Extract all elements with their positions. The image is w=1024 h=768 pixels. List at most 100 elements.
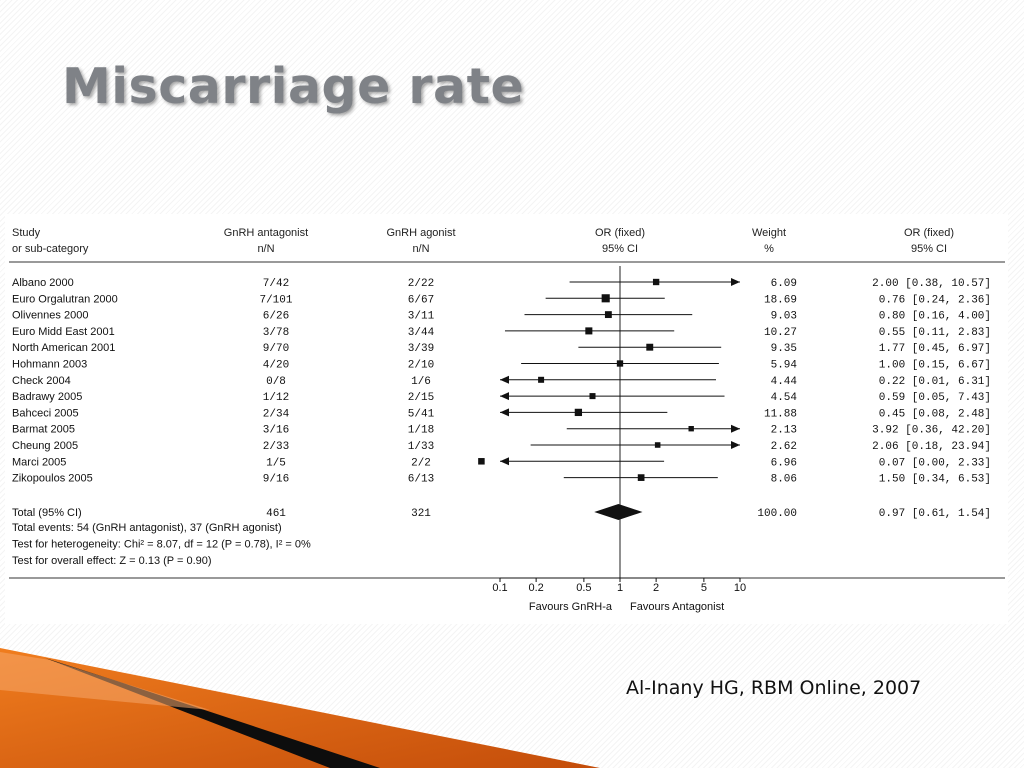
agonist-value: 2/22	[408, 278, 434, 290]
or-point	[538, 376, 545, 383]
header-or-plot: OR (fixed)	[595, 227, 645, 239]
header-ci-plot: 95% CI	[602, 243, 638, 255]
agonist-value: 6/13	[408, 474, 434, 486]
header-antagonist: GnRH antagonist	[224, 227, 308, 239]
or-ci-value: 0.80 [0.16, 4.00]	[879, 311, 991, 323]
agonist-value: 6/67	[408, 294, 434, 306]
study-name: Barmat 2005	[12, 424, 75, 436]
or-point	[585, 327, 593, 335]
study-name: Hohmann 2003	[12, 359, 87, 371]
study-name: Zikopoulos 2005	[12, 473, 93, 485]
or-point	[654, 442, 661, 448]
agonist-value: 2/15	[408, 392, 434, 404]
weight-value: 9.03	[771, 311, 797, 323]
ci-arrow-left	[500, 375, 509, 384]
total-agonist: 321	[411, 508, 431, 520]
antagonist-value: 3/78	[263, 327, 289, 339]
header-agonist: GnRH agonist	[386, 227, 455, 239]
antagonist-value: 1/5	[266, 457, 286, 469]
antagonist-value: 6/26	[263, 311, 289, 323]
header-or-text: OR (fixed)	[904, 227, 954, 239]
antagonist-value: 7/101	[259, 294, 292, 306]
slide-title: Miscarriage rate	[62, 58, 525, 115]
antagonist-value: 4/20	[263, 360, 289, 372]
or-ci-value: 0.76 [0.24, 2.36]	[879, 294, 991, 306]
agonist-value: 5/41	[408, 408, 435, 420]
weight-value: 5.94	[771, 360, 798, 372]
or-ci-value: 1.00 [0.15, 6.67]	[879, 360, 991, 372]
agonist-value: 3/44	[408, 327, 435, 339]
x-tick-label: 5	[701, 582, 707, 594]
weight-value: 18.69	[764, 294, 797, 306]
ci-arrow-left	[500, 392, 509, 401]
antagonist-value: 9/70	[263, 343, 289, 355]
x-tick-label: 2	[653, 582, 659, 594]
ci-arrow-left	[500, 457, 509, 466]
or-ci-value: 2.06 [0.18, 23.94]	[872, 441, 991, 453]
or-ci-value: 0.45 [0.08, 2.48]	[879, 408, 991, 420]
or-point	[604, 311, 612, 319]
total-label: Total (95% CI)	[12, 507, 82, 519]
header-agonist-nN: n/N	[412, 243, 429, 255]
x-tick-label: 0.5	[576, 582, 591, 594]
weight-value: 6.96	[771, 457, 797, 469]
weight-value: 6.09	[771, 278, 797, 290]
x-tick-label: 0.1	[492, 582, 507, 594]
weight-value: 8.06	[771, 474, 797, 486]
or-ci-value: 3.92 [0.36, 42.20]	[872, 425, 991, 437]
ci-arrow-left	[500, 408, 509, 417]
header-ci-text: 95% CI	[911, 243, 947, 255]
or-ci-value: 2.00 [0.38, 10.57]	[872, 278, 991, 290]
agonist-value: 2/10	[408, 360, 434, 372]
or-point	[589, 393, 596, 400]
x-tick-label: 1	[617, 582, 623, 594]
study-name: North American 2001	[12, 342, 115, 354]
header-study: Study	[12, 227, 41, 239]
total-antagonist: 461	[266, 508, 286, 520]
weight-value: 2.13	[771, 425, 797, 437]
header-weight-pct: %	[764, 243, 774, 255]
agonist-value: 1/33	[408, 441, 434, 453]
total-or-ci: 0.97 [0.61, 1.54]	[879, 508, 991, 520]
weight-value: 10.27	[764, 327, 797, 339]
favours-right-label: Favours Antagonist	[630, 601, 724, 613]
or-ci-value: 0.59 [0.05, 7.43]	[879, 392, 991, 404]
header-sub-category: or sub-category	[12, 243, 89, 255]
or-point	[616, 360, 624, 367]
weight-value: 2.62	[771, 441, 797, 453]
study-name: Marci 2005	[12, 456, 66, 468]
agonist-value: 1/18	[408, 425, 434, 437]
or-point	[688, 426, 694, 432]
x-tick-label: 0.2	[528, 582, 543, 594]
study-name: Albano 2000	[12, 277, 74, 289]
citation: Al-Inany HG, RBM Online, 2007	[626, 677, 922, 699]
or-point	[478, 458, 485, 465]
header-weight: Weight	[752, 227, 786, 239]
study-name: Check 2004	[12, 375, 71, 387]
agonist-value: 1/6	[411, 376, 431, 388]
or-ci-value: 1.50 [0.34, 6.53]	[879, 474, 991, 486]
study-name: Olivennes 2000	[12, 310, 88, 322]
orange-swoosh	[0, 648, 600, 768]
study-name: Cheung 2005	[12, 440, 78, 452]
study-name: Badrawy 2005	[12, 391, 82, 403]
ci-arrow-right	[731, 278, 740, 286]
antagonist-value: 0/8	[266, 376, 286, 388]
study-name: Euro Orgalutran 2000	[12, 293, 118, 305]
agonist-value: 3/11	[408, 311, 435, 323]
antagonist-value: 1/12	[263, 392, 289, 404]
favours-left-label: Favours GnRH-a	[529, 601, 613, 613]
antagonist-value: 2/33	[263, 441, 289, 453]
antagonist-value: 3/16	[263, 425, 289, 437]
total-weight: 100.00	[757, 508, 797, 520]
weight-value: 9.35	[771, 343, 797, 355]
or-ci-value: 0.55 [0.11, 2.83]	[879, 327, 991, 339]
weight-value: 11.88	[764, 408, 797, 420]
or-point	[652, 278, 660, 286]
footnote-line: Total events: 54 (GnRH antagonist), 37 (…	[12, 522, 282, 534]
footnote-line: Test for overall effect: Z = 0.13 (P = 0…	[12, 555, 212, 567]
total-diamond	[594, 504, 643, 520]
or-point	[646, 343, 654, 351]
footnote-line: Test for heterogeneity: Chi² = 8.07, df …	[12, 539, 311, 551]
decorative-swoosh	[0, 648, 600, 768]
